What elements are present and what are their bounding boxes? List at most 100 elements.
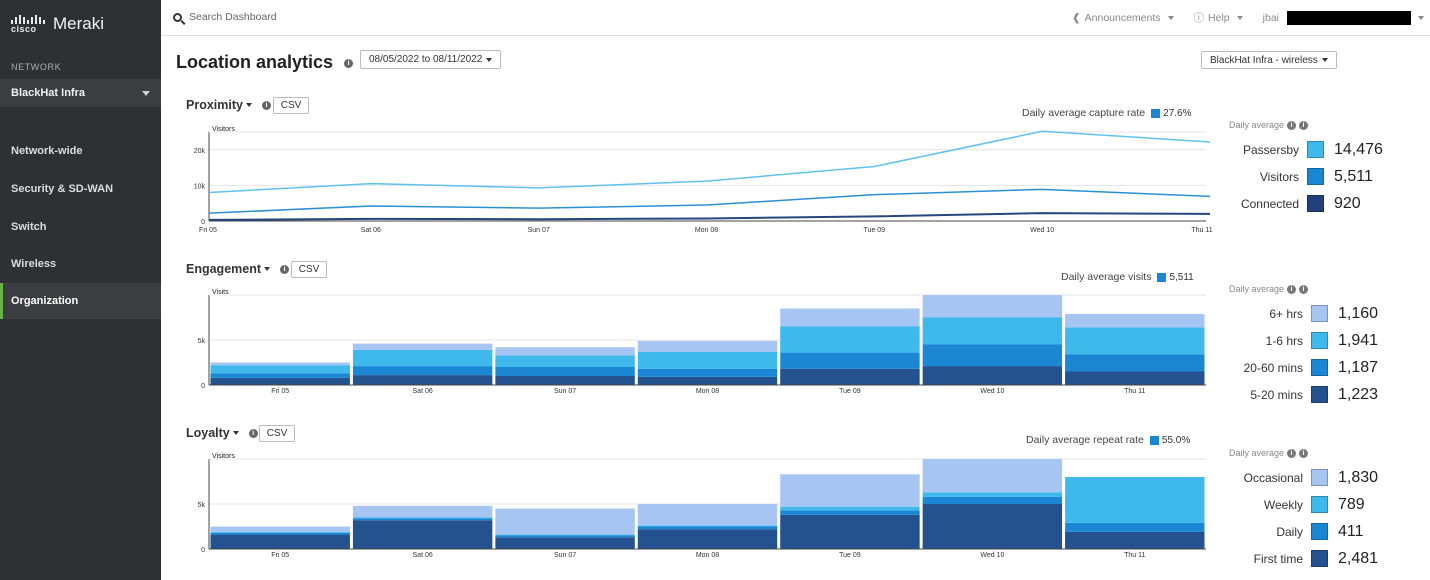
bar-segment bbox=[780, 506, 920, 511]
legend-swatch bbox=[1311, 332, 1328, 349]
bar-segment bbox=[1065, 531, 1205, 549]
legend-item-name: 5-20 mins bbox=[1250, 387, 1303, 402]
sidebar-item-network-wide[interactable]: Network-wide bbox=[11, 145, 83, 157]
y-tick-label: 0 bbox=[201, 383, 205, 390]
loyalty-section-title[interactable]: Loyalty i bbox=[186, 426, 258, 440]
y-tick-label: 10k bbox=[194, 183, 206, 190]
bar-segment bbox=[637, 526, 778, 530]
help-menu[interactable]: ⓘ Help bbox=[1194, 10, 1243, 25]
x-tick-label: Sat 06 bbox=[413, 388, 433, 395]
bar-segment bbox=[780, 510, 920, 515]
info-icon[interactable]: i bbox=[1287, 120, 1297, 130]
legend-item[interactable]: Occasional 1,830 bbox=[1229, 464, 1429, 491]
engagement-legend: Daily average i i 6+ hrs 1,160 1-6 hrs 1,94… bbox=[1229, 284, 1429, 408]
legend-item[interactable]: Visitors 5,511 bbox=[1229, 163, 1429, 190]
legend-item-name: 1-6 hrs bbox=[1265, 333, 1303, 348]
chevron-down-icon bbox=[1321, 58, 1328, 62]
info-icon[interactable]: i bbox=[248, 428, 258, 438]
chart-loyalty-plot: Visitors 0 5k Fri 05 Sat 06 Sun 07 Mon 08 Tue 0… bbox=[198, 453, 1206, 559]
x-tick-label: Sun 07 bbox=[528, 227, 550, 234]
bar-segment bbox=[780, 352, 920, 369]
bar-segment bbox=[495, 508, 635, 535]
proximity-average: Daily average capture rate 27.6% bbox=[1022, 107, 1192, 119]
info-icon[interactable]: i bbox=[344, 58, 354, 68]
sidebar-item-security-sd-wan[interactable]: Security & SD-WAN bbox=[11, 183, 114, 195]
sidebar: cisco Meraki NETWORK BlackHat Infra Netw… bbox=[0, 0, 161, 580]
search-input[interactable]: Search Dashboard bbox=[189, 11, 277, 23]
date-range-label: 08/05/2022 to 08/11/2022 bbox=[369, 54, 483, 65]
info-icon[interactable]: i bbox=[280, 264, 290, 274]
x-tick-label: Mon 08 bbox=[696, 552, 719, 559]
bar-segment bbox=[495, 535, 635, 538]
x-tick-label: Fri 05 bbox=[199, 227, 217, 234]
search-box[interactable]: Search Dashboard bbox=[173, 11, 277, 23]
legend-item[interactable]: Daily 411 bbox=[1229, 518, 1429, 545]
bar-segment bbox=[1065, 522, 1205, 532]
network-filter-label: BlackHat Infra - wireless bbox=[1210, 54, 1318, 66]
help-label: Help bbox=[1208, 11, 1230, 24]
legend-item[interactable]: 1-6 hrs 1,941 bbox=[1229, 327, 1429, 354]
engagement-average-label: Daily average visits bbox=[1061, 271, 1152, 283]
legend-item-name: Occasional bbox=[1243, 470, 1303, 485]
info-icon[interactable]: i bbox=[1299, 448, 1309, 458]
meraki-logo[interactable]: cisco Meraki bbox=[11, 14, 104, 34]
legend-item[interactable]: 20-60 mins 1,187 bbox=[1229, 354, 1429, 381]
bar-segment bbox=[210, 365, 350, 374]
series-line-visitors bbox=[208, 188, 1211, 214]
legend-item[interactable]: Passersby 14,476 bbox=[1229, 136, 1429, 163]
legend-item[interactable]: Weekly 789 bbox=[1229, 491, 1429, 518]
bar-segment bbox=[352, 343, 493, 350]
bar-segment bbox=[352, 517, 493, 519]
legend-item[interactable]: 6+ hrs 1,160 bbox=[1229, 300, 1429, 327]
x-tick-label: Tue 09 bbox=[839, 552, 861, 559]
proximity-csv-button[interactable]: CSV bbox=[273, 97, 309, 114]
legend-item-value: 789 bbox=[1338, 495, 1365, 513]
sidebar-item-wireless[interactable]: Wireless bbox=[11, 258, 57, 270]
info-icon[interactable]: i bbox=[1299, 284, 1309, 294]
loyalty-csv-button[interactable]: CSV bbox=[259, 425, 295, 442]
sidebar-item-switch[interactable]: Switch bbox=[11, 221, 47, 233]
bar-segment bbox=[210, 377, 350, 385]
x-tick-label: Sun 07 bbox=[554, 552, 576, 559]
info-icon[interactable]: i bbox=[1287, 284, 1297, 294]
legend-swatch bbox=[1311, 386, 1328, 403]
bar-segment bbox=[637, 504, 778, 526]
legend-item-name: Passersby bbox=[1242, 142, 1299, 157]
info-icon[interactable]: i bbox=[1287, 448, 1297, 458]
x-tick-label: Tue 09 bbox=[839, 388, 861, 395]
cisco-wordmark: cisco bbox=[11, 23, 37, 34]
bar-segment bbox=[780, 308, 920, 327]
x-tick-label: Tue 09 bbox=[864, 227, 886, 234]
legend-item[interactable]: First time 2,481 bbox=[1229, 545, 1429, 572]
daily-average-label: Daily average bbox=[1229, 120, 1285, 130]
sidebar-item-organization[interactable]: Organization bbox=[0, 283, 161, 319]
engagement-title: Engagement bbox=[186, 262, 262, 276]
engagement-section-title[interactable]: Engagement i bbox=[186, 262, 290, 276]
bar-segment bbox=[210, 534, 350, 549]
announcements-menu[interactable]: ❰ Announcements bbox=[1072, 12, 1174, 24]
proximity-title: Proximity bbox=[186, 98, 243, 112]
legend-swatch bbox=[1311, 550, 1328, 567]
date-range-picker[interactable]: 08/05/2022 to 08/11/2022 bbox=[360, 50, 502, 69]
legend-item[interactable]: 5-20 mins 1,223 bbox=[1229, 381, 1429, 408]
network-selector[interactable]: BlackHat Infra bbox=[0, 79, 161, 107]
proximity-section-title[interactable]: Proximity i bbox=[186, 98, 271, 112]
x-tick-label: Thu 11 bbox=[1191, 227, 1212, 234]
legend-swatch bbox=[1311, 469, 1328, 486]
y-tick-label: 0 bbox=[201, 547, 205, 554]
bar-segment bbox=[210, 532, 350, 535]
user-menu[interactable]: jbai bbox=[1263, 10, 1424, 25]
bar-segment bbox=[922, 295, 1063, 318]
engagement-csv-button[interactable]: CSV bbox=[291, 261, 327, 278]
bar-segment bbox=[495, 534, 635, 536]
legend-item-name: Visitors bbox=[1259, 169, 1299, 184]
x-tick-label: Mon 08 bbox=[695, 227, 718, 234]
legend-item-value: 1,187 bbox=[1338, 358, 1379, 376]
bar-segment bbox=[637, 376, 778, 385]
info-icon[interactable]: i bbox=[261, 100, 271, 110]
network-filter-dropdown[interactable]: BlackHat Infra - wireless bbox=[1201, 51, 1337, 69]
bar-segment bbox=[922, 366, 1063, 385]
info-icon[interactable]: i bbox=[1299, 120, 1309, 130]
legend-item[interactable]: Connected 920 bbox=[1229, 190, 1429, 217]
search-icon bbox=[173, 12, 182, 22]
